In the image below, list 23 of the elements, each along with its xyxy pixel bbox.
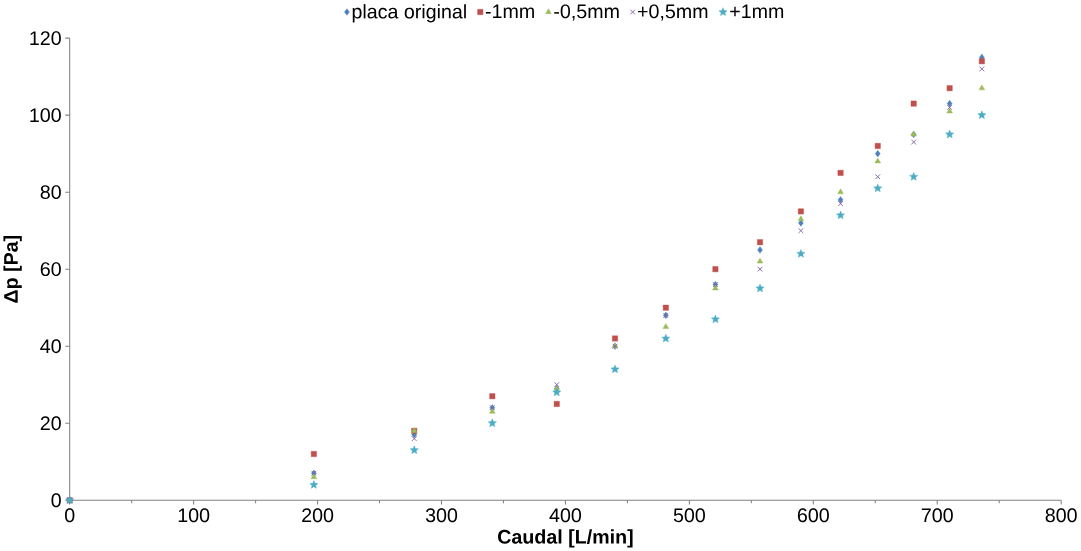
y-tick-label: 120: [30, 31, 61, 46]
x-axis-title: Caudal [L/min]: [498, 529, 633, 548]
x-tick-label: 800: [1045, 508, 1077, 523]
x-tick-label: 300: [425, 508, 458, 523]
x-tick-label: 600: [797, 508, 829, 523]
legend-label: +0,5mm: [638, 4, 708, 21]
y-tick-label: 100: [30, 108, 61, 123]
y-tick-label: 80: [40, 185, 61, 200]
legend-label: placa original: [352, 4, 466, 23]
x-tick-label: 400: [549, 508, 582, 523]
x-tick-label: 200: [302, 508, 334, 523]
y-tick-label: 0: [51, 493, 61, 508]
y-tick-label: 60: [40, 262, 61, 277]
legend-label: -1mm: [485, 4, 534, 18]
legend-label: -0,5mm: [554, 4, 619, 21]
x-tick-label: 500: [673, 508, 705, 523]
x-tick-label: 0: [65, 508, 75, 523]
x-tick-label: 100: [178, 508, 210, 523]
y-tick-label: 40: [40, 339, 61, 354]
legend-label: +1mm: [730, 4, 784, 18]
y-axis-title: Δp [Pa]: [3, 235, 22, 303]
y-tick-label: 20: [40, 416, 61, 431]
x-tick-label: 700: [921, 508, 953, 523]
